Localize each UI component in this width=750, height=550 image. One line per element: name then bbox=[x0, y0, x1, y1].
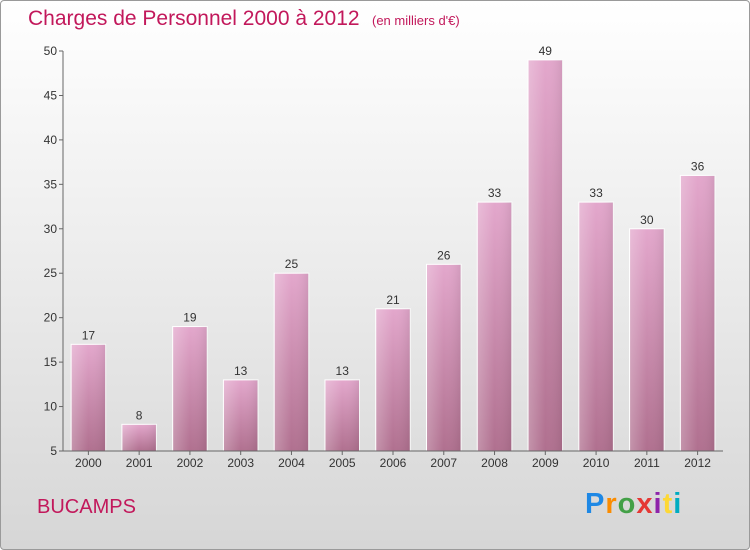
bar-shine bbox=[629, 228, 665, 451]
y-tick-label: 30 bbox=[44, 222, 58, 236]
data-label: 19 bbox=[183, 311, 197, 325]
x-tick-label: 2003 bbox=[227, 456, 254, 470]
x-tick-label: 2000 bbox=[75, 456, 102, 470]
bar-shine bbox=[426, 264, 462, 451]
x-tick-label: 2012 bbox=[684, 456, 711, 470]
bar-shine bbox=[528, 59, 563, 452]
y-tick-label: 15 bbox=[44, 355, 58, 369]
logo-letter: x bbox=[636, 488, 654, 520]
y-tick-label: 45 bbox=[44, 88, 58, 102]
chart-subtitle: (en milliers d'€) bbox=[372, 13, 460, 28]
logo-letter: o bbox=[617, 488, 637, 520]
y-tick-label: 35 bbox=[44, 177, 58, 191]
data-label: 26 bbox=[437, 248, 451, 262]
x-tick-label: 2009 bbox=[532, 456, 559, 470]
bar-shine bbox=[172, 326, 208, 451]
data-label: 25 bbox=[285, 257, 299, 271]
y-tick-label: 20 bbox=[44, 311, 58, 325]
bar-shine bbox=[578, 202, 614, 451]
data-label: 33 bbox=[488, 186, 502, 200]
x-tick-label: 2010 bbox=[583, 456, 610, 470]
x-tick-label: 2004 bbox=[278, 456, 305, 470]
data-label: 13 bbox=[234, 364, 248, 378]
y-axis: 5 10 15 20 25 30 35 40 45 50 bbox=[44, 44, 64, 458]
y-tick-label: 10 bbox=[44, 400, 58, 414]
logo-letter: r bbox=[605, 488, 618, 520]
logo-letter: P bbox=[585, 488, 606, 520]
x-tick-label: 2002 bbox=[177, 456, 204, 470]
data-label: 33 bbox=[589, 186, 603, 200]
data-label: 13 bbox=[336, 364, 350, 378]
logo-letter: i bbox=[673, 488, 683, 520]
bar-shine bbox=[680, 175, 715, 451]
x-tick-label: 2006 bbox=[380, 456, 407, 470]
data-label: 21 bbox=[386, 293, 400, 307]
data-label: 49 bbox=[539, 44, 553, 58]
x-tick-label: 2005 bbox=[329, 456, 356, 470]
bar-shine bbox=[477, 202, 512, 451]
bar-shine bbox=[121, 424, 157, 451]
logo-letter: i bbox=[653, 488, 663, 520]
proxiti-logo: Proxiti bbox=[585, 488, 682, 521]
y-tick-label: 5 bbox=[50, 444, 57, 458]
x-tick-label: 2001 bbox=[126, 456, 153, 470]
x-tick-label: 2011 bbox=[634, 456, 660, 470]
x-axis: 2000 2001 2002 2003 2004 2005 2006 2007 2008 2009… bbox=[63, 450, 723, 470]
y-tick-label: 25 bbox=[44, 266, 58, 280]
bar-shine bbox=[324, 379, 360, 451]
chart-title: Charges de Personnel 2000 à 2012 bbox=[28, 7, 360, 30]
data-label: 36 bbox=[691, 159, 705, 173]
x-tick-label: 2007 bbox=[430, 456, 457, 470]
data-label: 8 bbox=[136, 408, 143, 422]
data-label: 17 bbox=[82, 328, 96, 342]
x-tick-label: 2008 bbox=[481, 456, 508, 470]
data-label: 30 bbox=[640, 213, 654, 227]
bar-shine bbox=[375, 308, 411, 451]
bars: 17 8 19 13 25 13 21 26 33 49 33 30 36 bbox=[70, 44, 716, 452]
logo-letter: t bbox=[662, 488, 674, 520]
bar-shine bbox=[71, 344, 106, 451]
commune-name: BUCAMPS bbox=[37, 496, 136, 518]
y-tick-label: 40 bbox=[44, 133, 58, 147]
bar-shine bbox=[223, 379, 258, 451]
y-tick-label: 50 bbox=[44, 44, 58, 58]
bar-shine bbox=[274, 273, 309, 451]
